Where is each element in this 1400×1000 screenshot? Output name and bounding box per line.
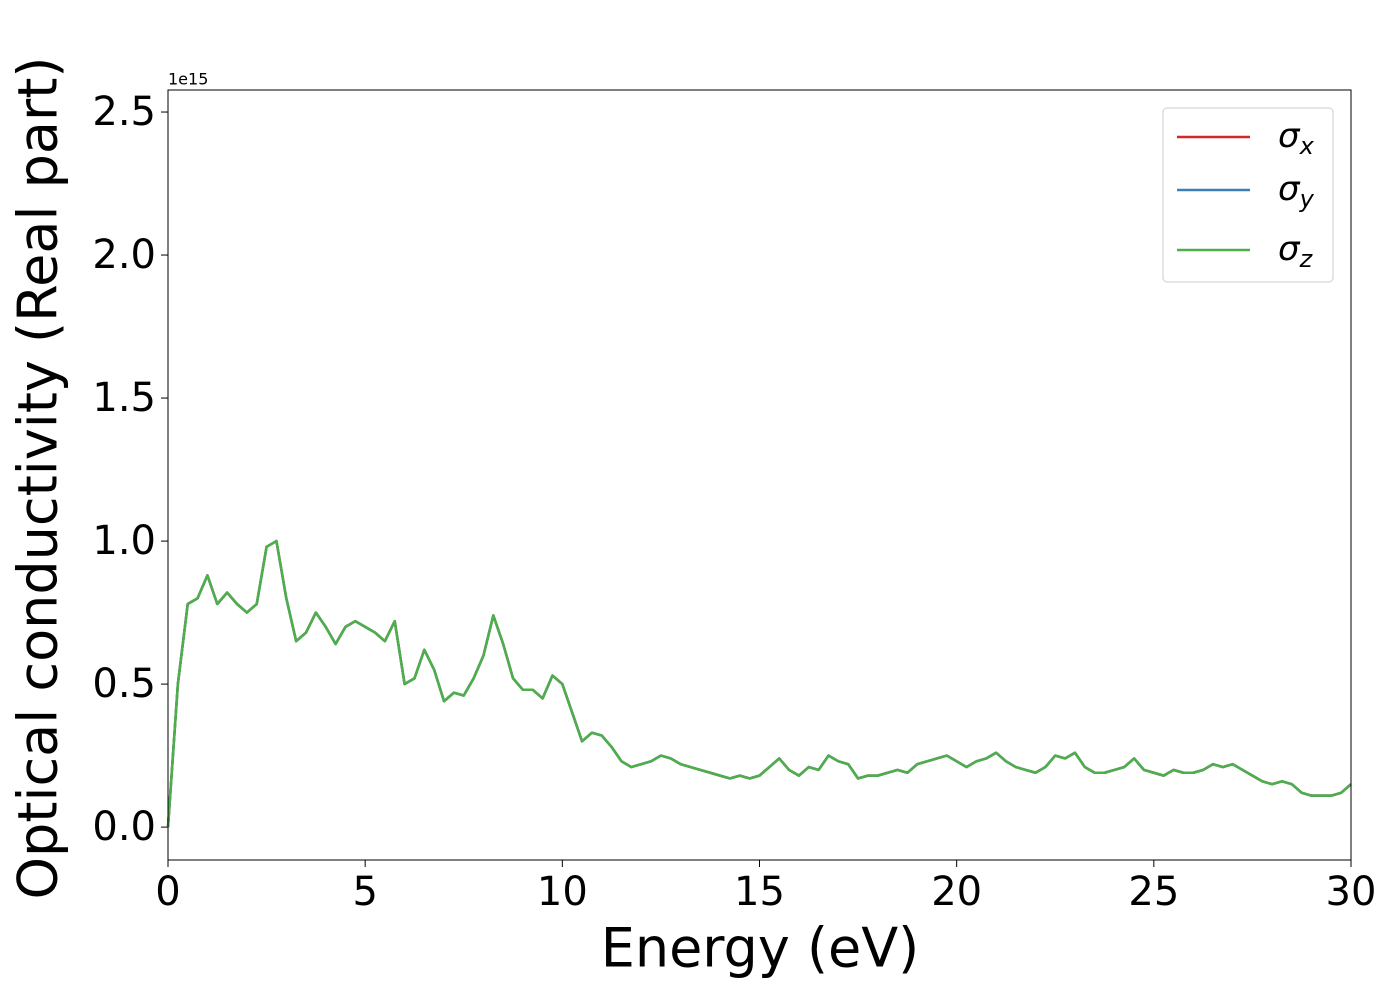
x-tick-label: 20 [931,869,982,915]
x-axis-label: Energy (eV) [601,917,920,980]
y-tick-label: 0.0 [92,804,156,850]
x-tick-label: 10 [537,869,588,915]
offset-label: 1e15 [168,70,208,89]
legend-label: σx [1278,116,1315,161]
y-tick-label: 2.5 [92,89,156,135]
y-axis-label: Optical conductivity (Real part) [7,57,70,900]
x-tick-label: 0 [155,869,180,915]
legend-label: σy [1278,169,1315,214]
data-line [166,539,1352,828]
axes-frame [167,89,1352,861]
x-tick-label: 5 [352,869,377,915]
y-tick-label: 0.5 [92,661,156,707]
y-tick-label: 2.0 [92,232,156,278]
x-tick-label: 15 [734,869,785,915]
y-tick-label: 1.5 [92,375,156,421]
legend-label: σz [1278,229,1314,274]
x-tick-label: 30 [1326,869,1377,915]
x-tick-label: 25 [1128,869,1179,915]
plot-area [168,90,1351,860]
y-tick-label: 1.0 [92,518,156,564]
legend-box [1162,107,1334,283]
